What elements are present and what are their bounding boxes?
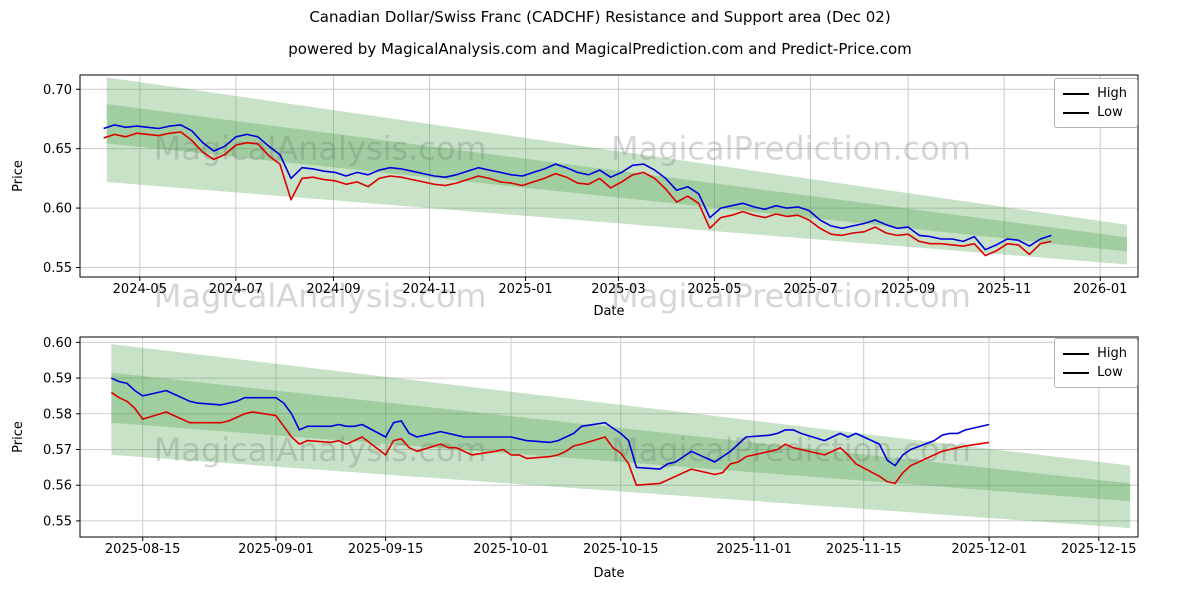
x-tick-label: 2024-05 <box>113 282 167 297</box>
chart-title: Canadian Dollar/Swiss Franc (CADCHF) Res… <box>309 8 891 26</box>
x-tick-label: 2025-12-15 <box>1061 542 1137 557</box>
x-tick-label: 2025-10-15 <box>583 542 659 557</box>
y-tick-label: 0.55 <box>43 261 72 276</box>
support-resistance-band <box>111 372 1131 529</box>
y-tick-label: 0.57 <box>43 443 72 458</box>
watermark-text: MagicalAnalysis.com <box>154 431 487 469</box>
low-line <box>110 391 990 486</box>
low-line-swatch <box>1063 111 1090 114</box>
x-tick-label: 2025-07 <box>783 282 837 297</box>
x-tick-label: 2025-12-01 <box>951 542 1027 557</box>
legend-entry-high: High <box>1063 344 1127 363</box>
plot-border <box>79 336 1139 538</box>
x-tick-label: 2024-11 <box>402 282 456 297</box>
legend-label-low: Low <box>1097 105 1123 120</box>
legend: High Low <box>1054 78 1138 128</box>
legend-entry-low: Low <box>1063 103 1127 122</box>
support-resistance-band <box>106 77 1127 252</box>
high-line <box>103 124 1052 251</box>
low-line-swatch <box>1063 371 1090 374</box>
watermark-text: MagicalAnalysis.com <box>154 277 487 315</box>
x-tick-label: 2025-03 <box>591 282 645 297</box>
x-tick-label: 2024-07 <box>209 282 263 297</box>
chart-subtitle: powered by MagicalAnalysis.com and Magic… <box>288 40 912 58</box>
legend-entry-low: Low <box>1063 363 1127 382</box>
y-tick-label: 0.58 <box>43 407 72 422</box>
y-tick-label: 0.55 <box>43 514 72 529</box>
high-line-swatch <box>1063 92 1090 95</box>
watermark-text: MagicalPrediction.com <box>611 130 971 168</box>
legend-entry-high: High <box>1063 84 1127 103</box>
x-tick-label: 2024-09 <box>306 282 360 297</box>
high-line-swatch <box>1063 352 1090 355</box>
bottom-price-chart: High Low MagicalAnalysis.com MagicalPredi… <box>0 328 1200 600</box>
x-axis-label: Date <box>593 566 624 581</box>
watermark-text: MagicalPrediction.com <box>611 277 971 315</box>
y-tick-label: 0.60 <box>43 336 72 351</box>
x-tick-label: 2025-09 <box>881 282 935 297</box>
x-tick-label: 2025-09-15 <box>348 542 424 557</box>
plot-border <box>79 74 1139 278</box>
x-tick-label: 2025-08-15 <box>105 542 181 557</box>
x-tick-label: 2025-05 <box>687 282 741 297</box>
top-price-chart: High Low MagicalAnalysis.com MagicalPredi… <box>0 68 1200 328</box>
low-line <box>103 131 1052 257</box>
x-tick-label: 2025-10-01 <box>473 542 549 557</box>
y-axis-label: Price <box>11 160 26 192</box>
x-axis-label: Date <box>593 304 624 319</box>
y-tick-label: 0.60 <box>43 202 72 217</box>
support-resistance-band <box>111 344 1131 502</box>
x-tick-label: 2025-01 <box>498 282 552 297</box>
bottom-chart-canvas: MagicalAnalysis.com MagicalPrediction.com… <box>11 336 1139 581</box>
x-tick-label: 2025-11-15 <box>826 542 902 557</box>
y-tick-label: 0.70 <box>43 83 72 98</box>
legend: High Low <box>1054 338 1138 388</box>
high-line <box>110 377 990 470</box>
legend-label-high: High <box>1097 346 1127 361</box>
y-tick-label: 0.59 <box>43 372 72 387</box>
watermark-text: MagicalAnalysis.com <box>154 130 487 168</box>
x-tick-label: 2025-09-01 <box>238 542 314 557</box>
x-tick-label: 2025-11-01 <box>716 542 792 557</box>
y-tick-label: 0.56 <box>43 479 72 494</box>
x-tick-label: 2026-01 <box>1073 282 1127 297</box>
x-tick-label: 2025-11 <box>977 282 1031 297</box>
legend-label-high: High <box>1097 86 1127 101</box>
y-axis-label: Price <box>11 421 26 453</box>
y-tick-label: 0.65 <box>43 142 72 157</box>
legend-label-low: Low <box>1097 365 1123 380</box>
top-chart-canvas: MagicalAnalysis.com MagicalPrediction.com… <box>11 74 1139 319</box>
